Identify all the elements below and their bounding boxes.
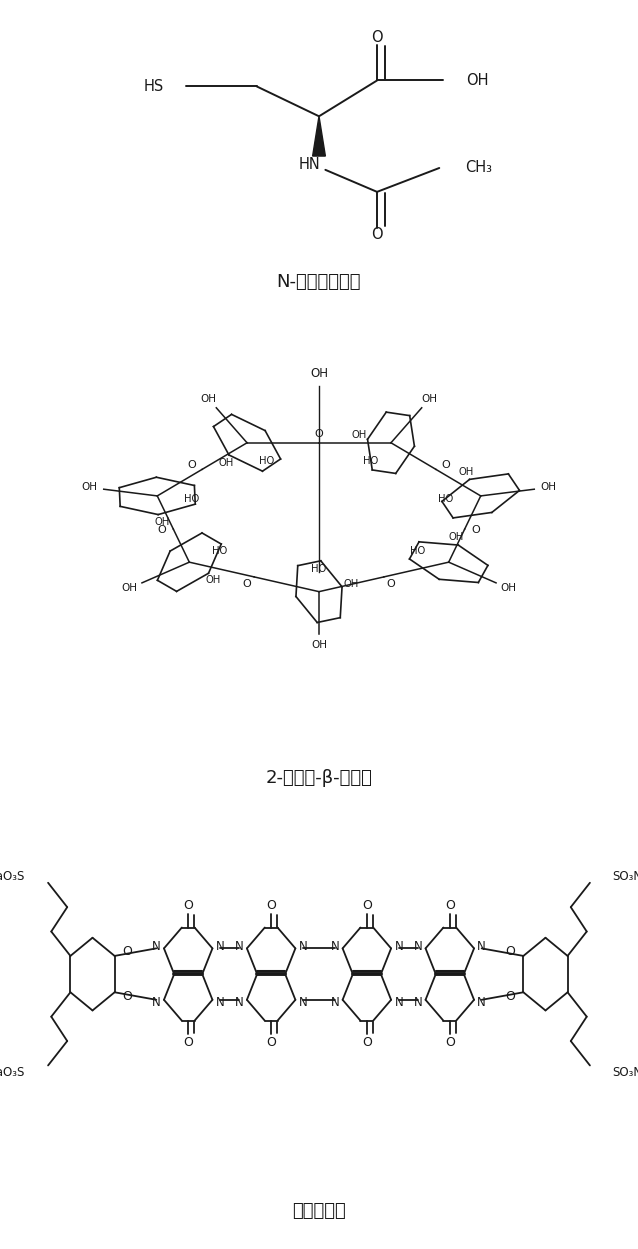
Text: HO: HO xyxy=(311,565,327,575)
Text: O: O xyxy=(266,1037,276,1049)
Text: OH: OH xyxy=(459,467,474,477)
Text: O: O xyxy=(266,899,276,912)
Text: NaO₃S: NaO₃S xyxy=(0,1065,26,1079)
Text: 2-羟丙基-β-环糊精: 2-羟丙基-β-环糊精 xyxy=(265,769,373,787)
Text: HO: HO xyxy=(212,546,228,556)
Text: N: N xyxy=(299,995,308,1008)
Text: O: O xyxy=(445,1037,455,1049)
Text: O: O xyxy=(158,526,167,536)
Text: O: O xyxy=(387,580,396,590)
Text: OH: OH xyxy=(352,430,367,440)
Text: N-乙酰半胱氨酸: N-乙酰半胱氨酸 xyxy=(277,272,361,291)
Text: 开环葫芦脲: 开环葫芦脲 xyxy=(292,1203,346,1220)
Text: OH: OH xyxy=(200,393,216,403)
Text: OH: OH xyxy=(500,583,516,593)
Text: HO: HO xyxy=(364,456,379,466)
Text: O: O xyxy=(506,990,516,1003)
Text: HS: HS xyxy=(144,79,164,94)
Text: N: N xyxy=(394,939,403,953)
Text: OH: OH xyxy=(205,576,221,586)
Text: OH: OH xyxy=(540,482,556,492)
Polygon shape xyxy=(313,116,325,156)
Text: O: O xyxy=(471,526,480,536)
Text: OH: OH xyxy=(154,517,169,527)
Text: N: N xyxy=(152,939,161,953)
Text: SO₃Na: SO₃Na xyxy=(612,869,638,883)
Text: N: N xyxy=(330,995,339,1008)
Text: O: O xyxy=(506,945,516,958)
Text: OH: OH xyxy=(449,532,464,542)
Text: O: O xyxy=(371,30,383,45)
Text: O: O xyxy=(371,227,383,242)
Text: N: N xyxy=(216,995,225,1008)
Text: O: O xyxy=(122,990,132,1003)
Text: O: O xyxy=(442,461,450,471)
Text: SO₃Na: SO₃Na xyxy=(612,1065,638,1079)
Text: O: O xyxy=(122,945,132,958)
Text: N: N xyxy=(477,995,486,1008)
Text: NaO₃S: NaO₃S xyxy=(0,869,26,883)
Text: O: O xyxy=(188,461,196,471)
Text: O: O xyxy=(362,899,372,912)
Text: OH: OH xyxy=(343,580,359,590)
Text: N: N xyxy=(413,995,422,1008)
Text: N: N xyxy=(235,939,244,953)
Text: OH: OH xyxy=(466,72,488,87)
Text: OH: OH xyxy=(82,482,98,492)
Text: N: N xyxy=(477,939,486,953)
Text: HO: HO xyxy=(438,495,454,505)
Text: HO: HO xyxy=(184,495,200,505)
Text: OH: OH xyxy=(311,639,327,651)
Text: O: O xyxy=(242,580,251,590)
Text: O: O xyxy=(445,899,455,912)
Text: OH: OH xyxy=(122,583,138,593)
Text: N: N xyxy=(299,939,308,953)
Text: N: N xyxy=(152,995,161,1008)
Text: N: N xyxy=(235,995,244,1008)
Text: N: N xyxy=(216,939,225,953)
Text: N: N xyxy=(394,995,403,1008)
Text: O: O xyxy=(315,428,323,438)
Text: HO: HO xyxy=(259,456,274,466)
Text: HN: HN xyxy=(299,157,320,172)
Text: CH₃: CH₃ xyxy=(464,161,492,176)
Text: HO: HO xyxy=(410,546,426,556)
Text: OH: OH xyxy=(422,393,438,403)
Text: O: O xyxy=(183,899,193,912)
Text: O: O xyxy=(362,1037,372,1049)
Text: O: O xyxy=(183,1037,193,1049)
Text: OH: OH xyxy=(219,458,234,468)
Text: N: N xyxy=(330,939,339,953)
Text: OH: OH xyxy=(310,367,328,380)
Text: N: N xyxy=(413,939,422,953)
